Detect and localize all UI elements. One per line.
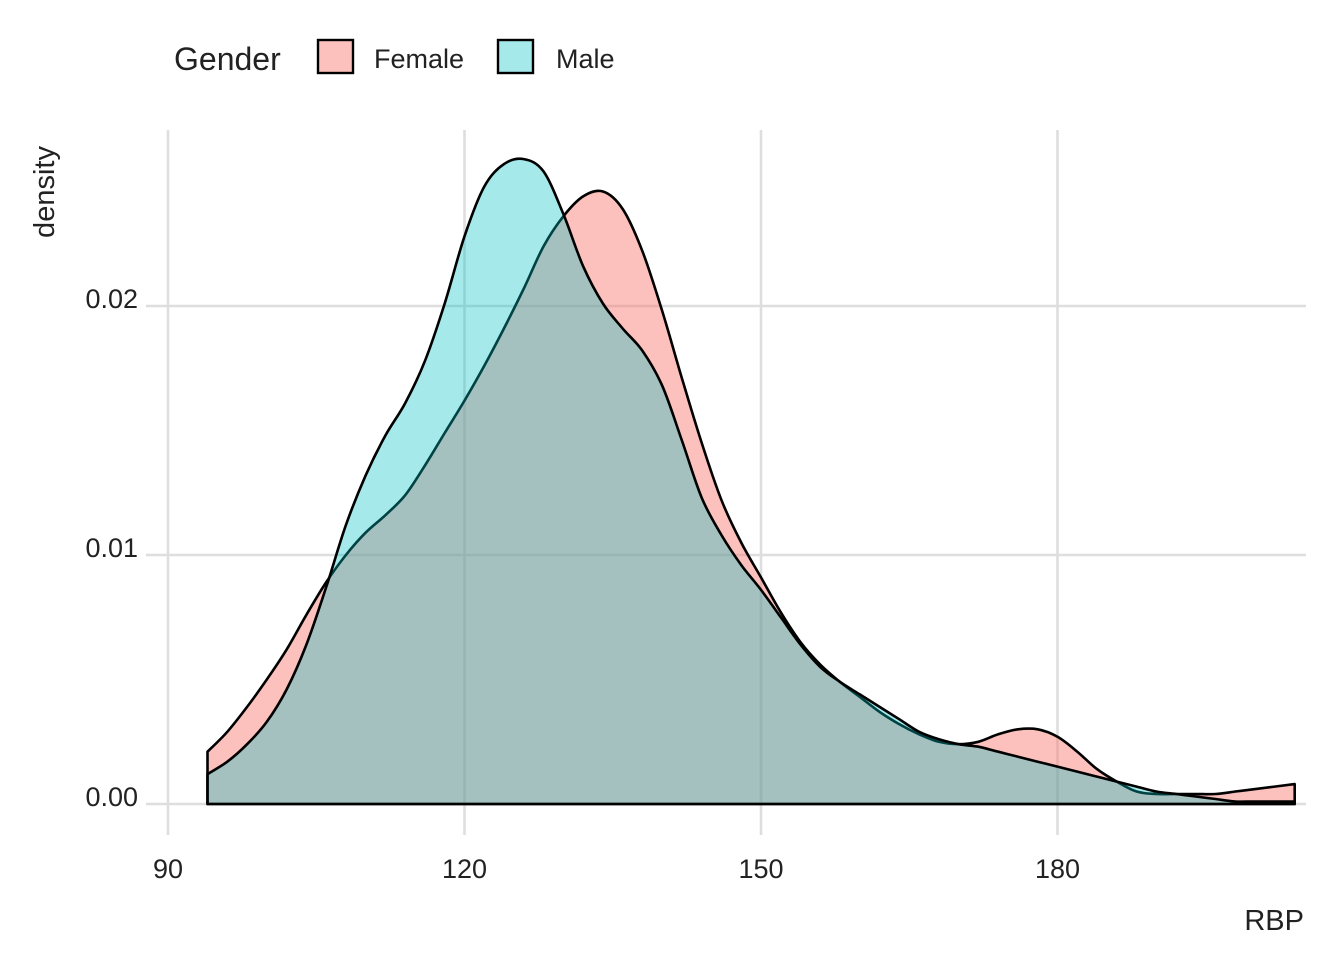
density-area-female xyxy=(206,189,1296,806)
axis-ticks: 90 120 150 180 0.00 0.01 0.02 xyxy=(85,284,1080,884)
y-axis-title: density xyxy=(29,146,61,238)
x-tick-label: 120 xyxy=(442,854,487,884)
legend-title: Gender xyxy=(174,41,281,77)
y-tick-label: 0.00 xyxy=(85,782,138,812)
legend: Gender Female Male xyxy=(174,38,615,77)
x-tick-label: 150 xyxy=(738,854,783,884)
legend-label-male: Male xyxy=(556,44,615,74)
legend-key-male xyxy=(496,38,535,75)
x-tick-label: 180 xyxy=(1035,854,1080,884)
y-tick-label: 0.02 xyxy=(85,284,138,314)
density-area-male xyxy=(206,157,1296,806)
legend-label-female: Female xyxy=(374,44,464,74)
density-areas xyxy=(206,157,1296,806)
x-tick-label: 90 xyxy=(153,854,183,884)
legend-key-female xyxy=(316,38,355,75)
x-axis-title: RBP xyxy=(1244,905,1304,937)
y-tick-label: 0.01 xyxy=(85,533,138,563)
